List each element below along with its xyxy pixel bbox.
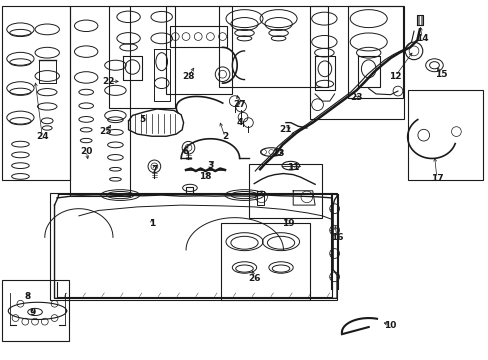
Text: 15: 15: [435, 70, 447, 79]
Text: 8: 8: [24, 292, 31, 301]
Text: 4: 4: [236, 118, 243, 127]
Text: 22: 22: [102, 77, 114, 86]
Text: 20: 20: [80, 147, 92, 156]
Text: 3: 3: [207, 161, 213, 170]
Text: 1: 1: [148, 219, 155, 228]
Text: 14: 14: [415, 34, 428, 43]
Text: 13: 13: [272, 149, 285, 158]
Text: 5: 5: [139, 114, 145, 123]
Text: 23: 23: [349, 93, 362, 102]
Text: 11: 11: [286, 163, 299, 172]
Text: 7: 7: [151, 165, 157, 174]
Text: 12: 12: [388, 72, 401, 81]
Text: 28: 28: [182, 72, 194, 81]
Text: 21: 21: [279, 125, 291, 134]
Text: 16: 16: [330, 233, 343, 242]
Text: 17: 17: [430, 174, 442, 183]
Text: 10: 10: [384, 321, 396, 330]
Text: 18: 18: [199, 172, 211, 181]
Text: 25: 25: [99, 127, 112, 136]
Text: 9: 9: [29, 308, 36, 317]
Text: 2: 2: [222, 132, 228, 141]
Text: 27: 27: [233, 100, 245, 109]
Text: 6: 6: [183, 147, 189, 156]
Text: 24: 24: [36, 132, 49, 141]
Text: 26: 26: [247, 274, 260, 283]
Text: 19: 19: [282, 219, 294, 228]
